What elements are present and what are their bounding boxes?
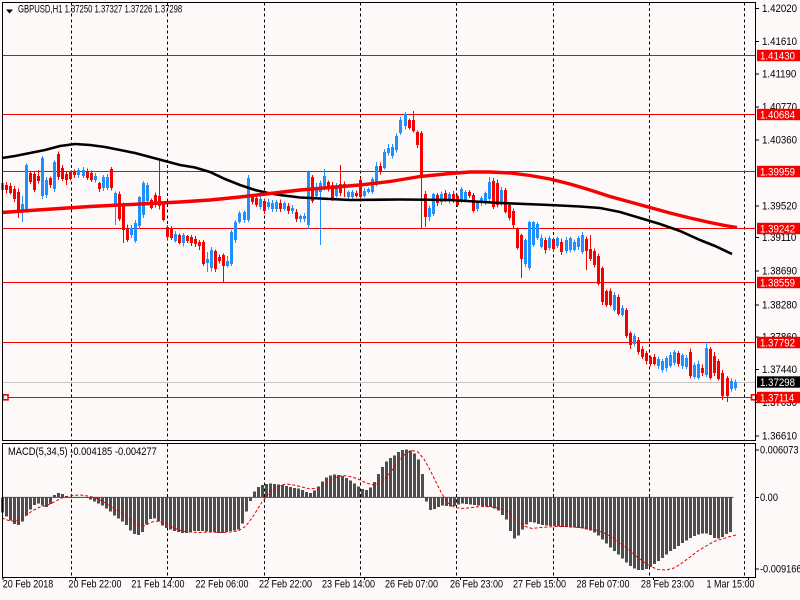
svg-text:1.37030: 1.37030 <box>762 397 797 409</box>
svg-text:-0.009166: -0.009166 <box>760 564 800 576</box>
svg-text:1.39520: 1.39520 <box>762 201 797 213</box>
svg-text:20 Feb 22:00: 20 Feb 22:00 <box>68 579 121 591</box>
svg-text:1.41430: 1.41430 <box>760 51 795 63</box>
svg-text:1.41190: 1.41190 <box>762 69 796 81</box>
svg-text:1.36610: 1.36610 <box>762 431 797 443</box>
svg-text:23 Feb 14:00: 23 Feb 14:00 <box>322 579 375 591</box>
svg-text:1.40360: 1.40360 <box>762 135 797 147</box>
svg-text:21 Feb 14:00: 21 Feb 14:00 <box>131 579 184 591</box>
svg-text:1.37114: 1.37114 <box>760 393 794 405</box>
svg-text:1.40770: 1.40770 <box>762 102 797 114</box>
svg-text:28 Feb 23:00: 28 Feb 23:00 <box>641 579 694 591</box>
svg-text:1.39242: 1.39242 <box>760 224 795 236</box>
svg-text:1.39110: 1.39110 <box>762 233 796 245</box>
svg-text:26 Feb 07:00: 26 Feb 07:00 <box>385 579 438 591</box>
svg-text:1.39959: 1.39959 <box>760 167 795 179</box>
svg-text:22 Feb 06:00: 22 Feb 06:00 <box>195 579 248 591</box>
svg-text:1.41610: 1.41610 <box>762 36 797 48</box>
svg-text:0.006073: 0.006073 <box>760 445 799 457</box>
svg-text:MACD(5,34,5) -0.004185 -0.0042: MACD(5,34,5) -0.004185 -0.004277 <box>8 446 157 458</box>
svg-text:1.37440: 1.37440 <box>762 365 797 377</box>
svg-text:1.38280: 1.38280 <box>762 300 797 312</box>
svg-text:22 Feb 22:00: 22 Feb 22:00 <box>259 579 312 591</box>
svg-text:0.00: 0.00 <box>760 492 778 504</box>
svg-text:1.38690: 1.38690 <box>762 266 797 278</box>
svg-text:28 Feb 07:00: 28 Feb 07:00 <box>576 579 629 591</box>
svg-text:1 Mar 15:00: 1 Mar 15:00 <box>706 579 754 591</box>
svg-text:26 Feb 23:00: 26 Feb 23:00 <box>450 579 503 591</box>
svg-text:1.37298: 1.37298 <box>760 377 795 389</box>
svg-text:1.38559: 1.38559 <box>760 278 795 290</box>
svg-text:27 Feb 15:00: 27 Feb 15:00 <box>513 579 566 591</box>
svg-text:1.37792: 1.37792 <box>760 338 795 350</box>
svg-text:1.40684: 1.40684 <box>760 110 795 122</box>
svg-text:1.42020: 1.42020 <box>762 4 797 16</box>
svg-text:20 Feb 2018: 20 Feb 2018 <box>3 579 54 591</box>
svg-text:GBPUSD,H1 1.37250 1.37327 1.37: GBPUSD,H1 1.37250 1.37327 1.37226 1.3729… <box>18 3 182 16</box>
